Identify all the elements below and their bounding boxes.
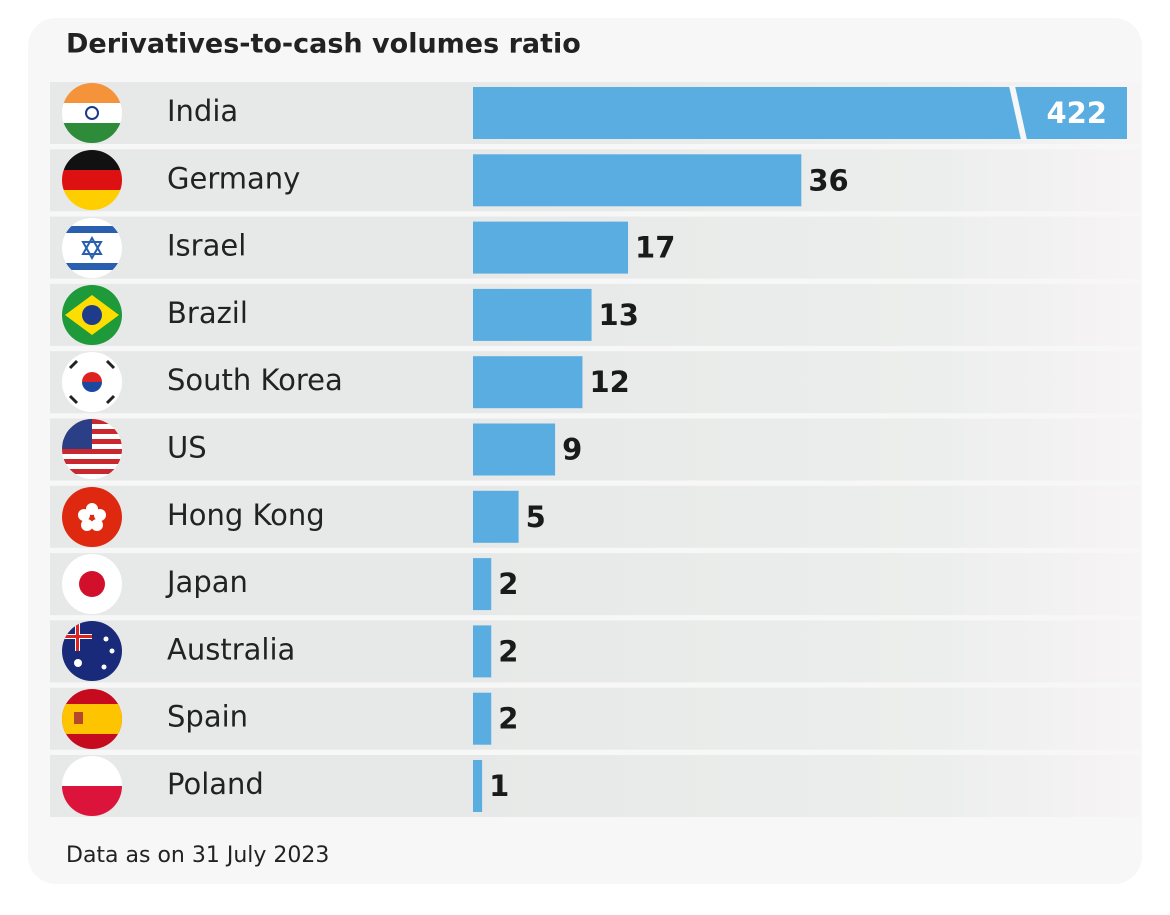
row-background <box>473 485 1140 548</box>
bar <box>473 288 592 341</box>
row-background <box>473 351 1140 414</box>
bar <box>473 154 802 207</box>
value-label: 2 <box>498 567 518 601</box>
bar <box>473 490 519 543</box>
category-label: Poland <box>167 767 264 801</box>
row-background <box>473 620 1140 683</box>
value-label: 12 <box>589 365 629 399</box>
value-label: 2 <box>498 702 518 736</box>
value-label: 2 <box>498 634 518 668</box>
bar <box>473 423 556 476</box>
category-label: India <box>167 94 238 128</box>
category-label: Germany <box>167 161 300 195</box>
category-label: Israel <box>167 229 246 263</box>
category-label: Spain <box>167 700 248 734</box>
bar <box>473 760 483 812</box>
value-label: 422 <box>1046 96 1107 130</box>
value-label: 13 <box>599 298 639 332</box>
value-label: 36 <box>808 163 848 197</box>
value-label: 1 <box>489 769 509 803</box>
value-label: 5 <box>526 500 546 534</box>
chart-title: Derivatives-to-cash volumes ratio <box>66 29 581 60</box>
category-label: Hong Kong <box>167 498 325 532</box>
row-background <box>473 553 1140 616</box>
bar <box>473 692 492 745</box>
category-label: US <box>167 431 207 465</box>
value-label: 17 <box>635 231 675 265</box>
category-label: South Korea <box>167 363 343 397</box>
bar <box>473 558 492 611</box>
row-background <box>473 755 1140 817</box>
category-label: Australia <box>167 632 295 666</box>
flags <box>62 83 122 816</box>
value-label: 9 <box>562 433 582 467</box>
bar <box>473 625 492 678</box>
row-background <box>473 687 1140 750</box>
footnote: Data as on 31 July 2023 <box>66 843 329 868</box>
bar-break <box>1009 86 1027 140</box>
category-label: Japan <box>165 565 248 599</box>
bar <box>473 356 583 409</box>
category-label: Brazil <box>167 296 248 330</box>
bar <box>473 221 629 274</box>
row-background <box>473 418 1140 481</box>
